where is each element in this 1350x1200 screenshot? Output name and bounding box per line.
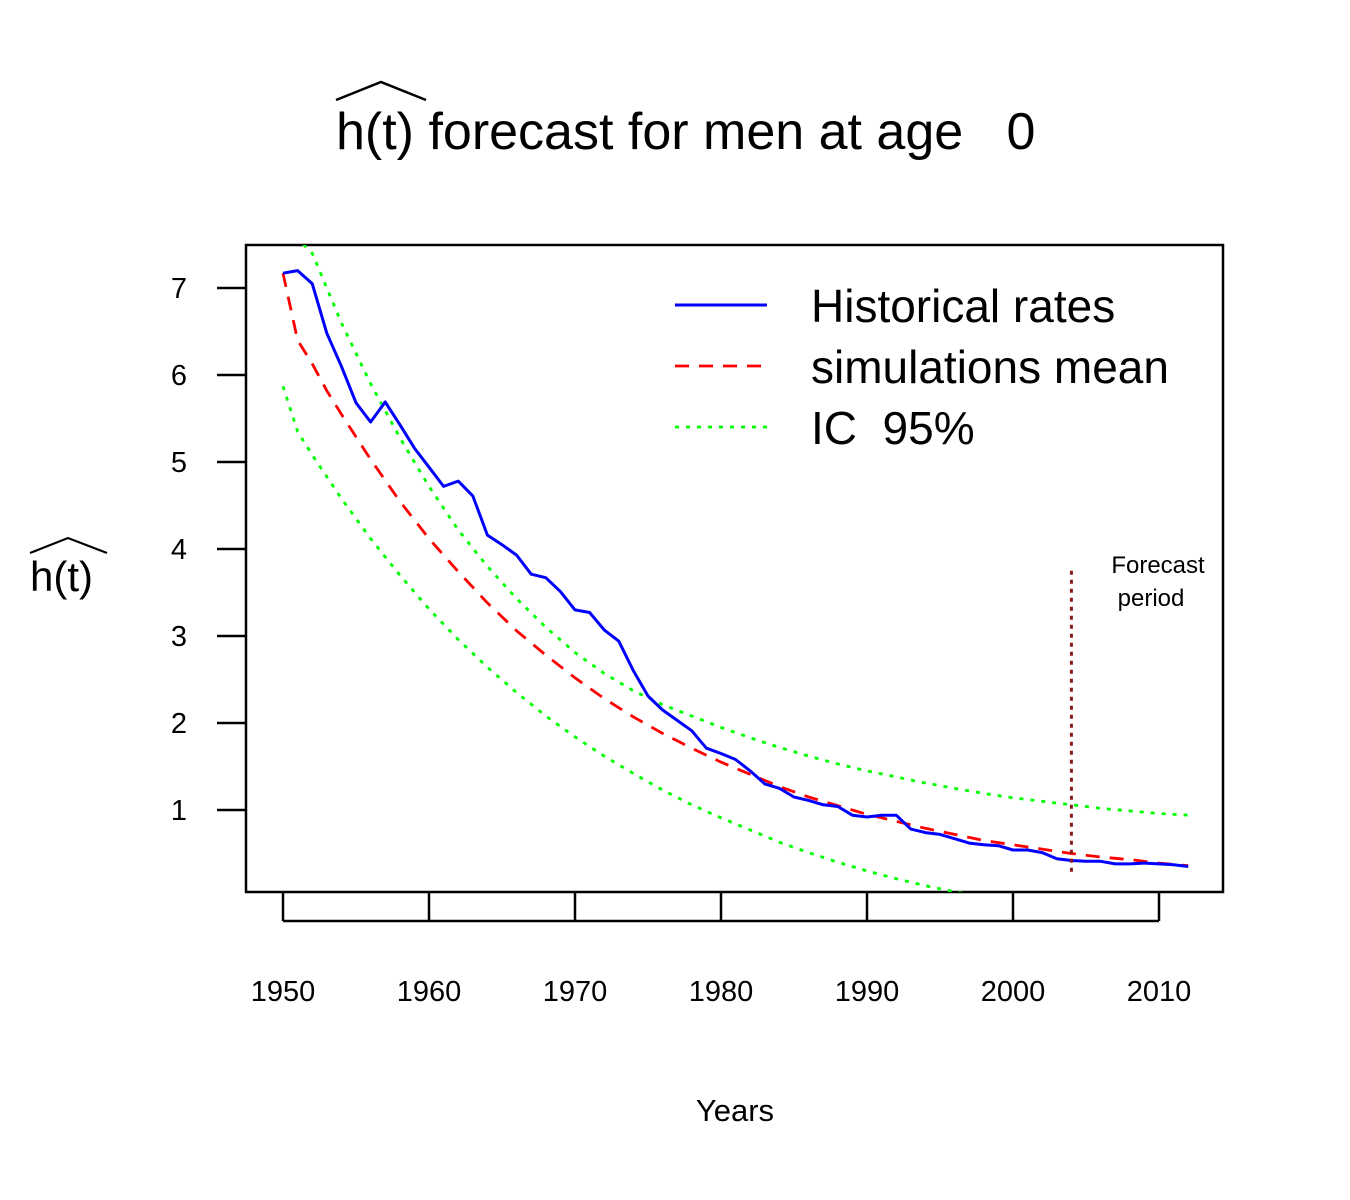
y-tick-label: 7 [171,273,187,305]
series-layer [281,245,1189,892]
legend-label: simulations mean [811,341,1169,393]
series-line-0 [282,269,1189,868]
forecast-annotation: Forecast period [1069,552,1205,876]
title-hat-icon [335,80,427,102]
x-tick-label: 1950 [251,976,316,1008]
legend-label: IC 95% [811,402,975,454]
x-tick-label: 2010 [1127,976,1192,1008]
series-line-1 [281,272,1189,868]
y-tick-label: 4 [171,534,187,566]
x-tick-label: 1980 [689,976,754,1008]
y-tick-label: 5 [171,447,187,479]
x-tick-label: 2000 [981,976,1046,1008]
y-tick-label: 6 [171,360,187,392]
y-tick-label: 3 [171,621,187,653]
x-tick-label: 1990 [835,976,900,1008]
ylabel-hat-icon [29,536,108,555]
series-line-3 [281,385,964,892]
x-tick-label: 1960 [397,976,462,1008]
plot-frame [244,243,1225,894]
y-axis-label: h(t) [29,536,108,600]
x-tick-label: 1970 [543,976,608,1008]
annotation-line1: Forecast [1111,552,1205,579]
y-axis-label-text: h(t) [30,553,93,600]
chart-title: h(t) forecast for men at age 0 [335,80,1035,161]
title-prefix: h(t) [336,103,414,161]
y-tick-label: 2 [171,708,187,740]
y-axis: 1 2 3 4 5 6 7 [171,273,245,827]
title-rest: forecast for men at age 0 [414,103,1035,161]
y-tick-label: 1 [171,795,187,827]
x-axis: 1950 1960 1970 1980 1990 2000 2010 [251,893,1192,1008]
annotation-line2: period [1118,585,1185,612]
legend: Historical rates simulations mean IC 95% [675,280,1169,454]
svg-text:h(t) forecast for men at age: h(t) forecast for men at age 0 [336,103,1035,161]
x-axis-label: Years [696,1093,774,1128]
legend-label: Historical rates [811,280,1115,332]
